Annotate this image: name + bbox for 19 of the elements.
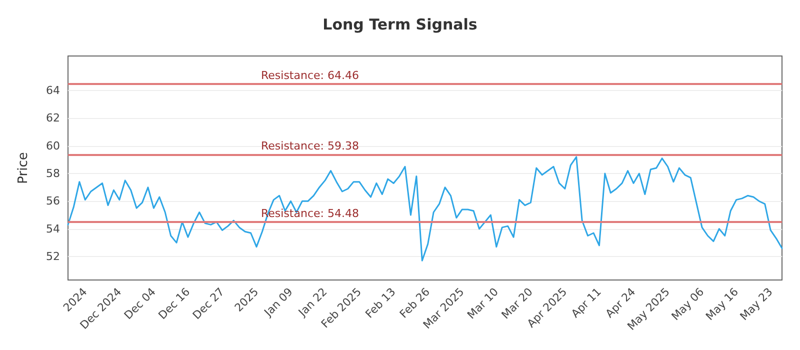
x-tick-label: Dec 16 [156, 285, 193, 322]
chart-title: Long Term Signals [322, 16, 478, 34]
y-tick-label: 60 [46, 139, 60, 152]
y-axis-title: Price [16, 152, 31, 184]
line-series [67, 156, 783, 262]
x-tick-label: Dec 27 [190, 285, 227, 322]
y-tick-label: 58 [46, 167, 60, 180]
y-tick-label: 56 [46, 194, 60, 208]
y-tick-label: 52 [46, 250, 60, 263]
x-tick-label: Feb 13 [362, 285, 398, 321]
x-tick-label: Apr 11 [568, 285, 604, 320]
y-tick-label: 54 [46, 222, 60, 236]
y-tick-label: 64 [46, 84, 60, 98]
y-tick-label: 62 [46, 112, 60, 125]
x-tick-label: Jan 09 [261, 285, 296, 320]
ref-line-label: Resistance: 64.46 [261, 69, 359, 82]
x-tick-label: Mar 10 [464, 285, 501, 322]
x-tick-label: Dec 04 [122, 285, 158, 322]
ref-line-label: Resistance: 59.38 [261, 139, 359, 152]
